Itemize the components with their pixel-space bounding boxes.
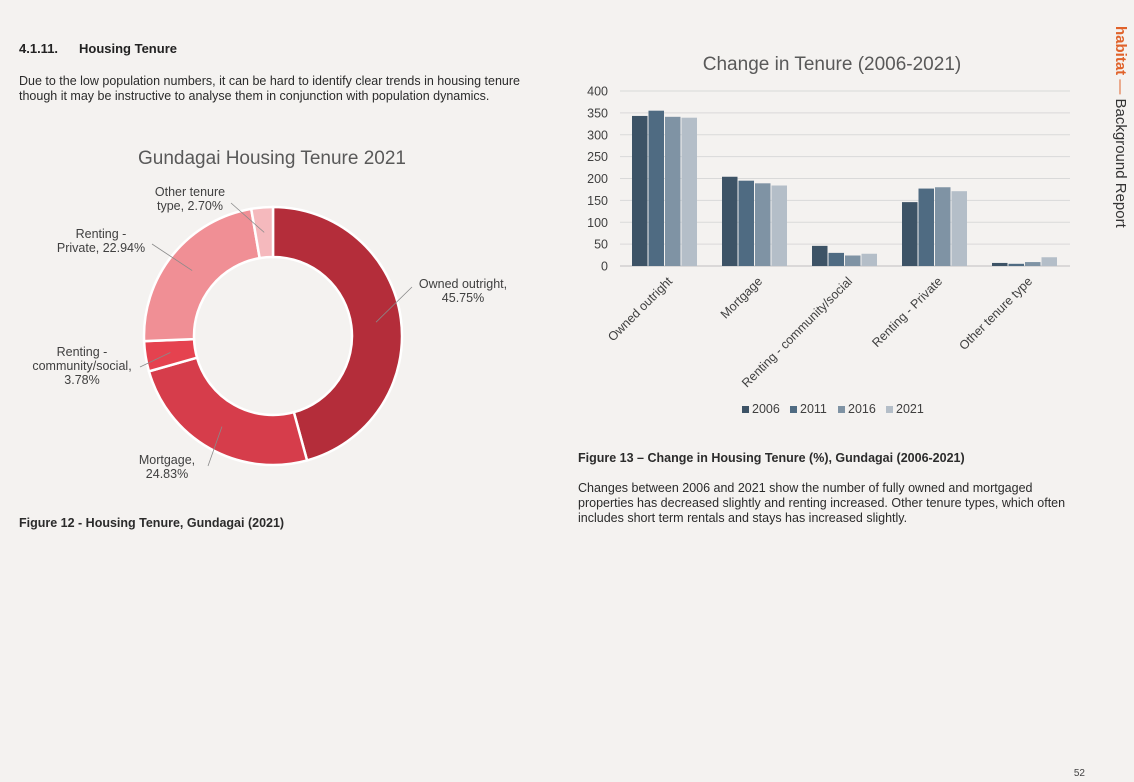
bar-2021-4 xyxy=(1041,257,1057,266)
brand-separator: — xyxy=(1112,79,1129,95)
donut-slice-owned-outright xyxy=(271,205,404,462)
bar-chart-title: Change in Tenure (2006-2021) xyxy=(703,54,961,75)
bar-2006-1 xyxy=(722,176,738,266)
section-number: 4.1.11. xyxy=(19,41,59,56)
tenure-change-bar-chart: Change in Tenure (2006-2021) 0 50 100 150 20… xyxy=(587,54,1070,416)
donut-slice-mortgage xyxy=(147,356,309,467)
y-tick-label: 200 xyxy=(587,172,608,186)
report-title: Background Report xyxy=(1112,98,1129,228)
legend-label-2016: 2016 xyxy=(848,402,876,416)
bar-2016-3 xyxy=(935,187,951,266)
bar-2016-1 xyxy=(755,183,771,266)
bar-2006-3 xyxy=(902,202,918,266)
y-tick-label: 250 xyxy=(587,150,608,164)
legend-label-2006: 2006 xyxy=(752,402,780,416)
bar-2021-3 xyxy=(951,191,967,266)
bar-2011-3 xyxy=(918,188,934,266)
donut-label-renting-community-social: Renting -community/social, 3.78% xyxy=(32,345,131,387)
x-tick-label: Owned outright xyxy=(605,274,675,344)
legend-swatch-2006 xyxy=(742,406,749,413)
figure-12-caption: Figure 12 - Housing Tenure, Gundagai (20… xyxy=(19,516,285,530)
y-tick-label: 0 xyxy=(601,260,608,274)
legend-label-2011: 2011 xyxy=(800,402,827,416)
donut-slice-other-tenure-type xyxy=(249,205,275,260)
section-title: Housing Tenure xyxy=(79,41,177,56)
bar-2021-2 xyxy=(861,253,877,266)
bar-2006-4 xyxy=(992,262,1008,266)
legend-swatch-2021 xyxy=(886,406,893,413)
y-tick-label: 150 xyxy=(587,194,608,208)
bar-2011-2 xyxy=(828,252,844,266)
bar-2016-4 xyxy=(1025,262,1041,266)
y-tick-label: 400 xyxy=(587,85,608,99)
section-heading: 4.1.11. Housing Tenure xyxy=(19,41,177,56)
leader-line-mortgage xyxy=(207,426,223,467)
page-number: 52 xyxy=(1073,768,1085,779)
brand-sidebar: habitat — Background Report xyxy=(1112,26,1129,228)
donut-label-owned-outright: Owned outright, 45.75% xyxy=(419,277,507,305)
figure-13-caption: Figure 13 – Change in Housing Tenure (%)… xyxy=(578,451,965,465)
bar-2006-0 xyxy=(632,115,648,266)
leader-line-other-tenure-type xyxy=(230,202,265,233)
bar-2021-1 xyxy=(771,185,787,266)
y-tick-label: 50 xyxy=(594,238,608,252)
donut-slice-renting-private xyxy=(142,207,262,343)
bar-2011-4 xyxy=(1008,263,1024,266)
intro-paragraph: Due to the low population numbers, it ca… xyxy=(19,74,521,103)
x-tick-label: Mortgage xyxy=(718,274,765,321)
leader-line-owned-outright xyxy=(375,286,413,323)
legend-swatch-2011 xyxy=(790,406,797,413)
y-tick-label: 300 xyxy=(587,128,608,142)
bar-2016-2 xyxy=(845,255,861,266)
brand-name: habitat xyxy=(1112,26,1129,76)
housing-tenure-donut-chart: Gundagai Housing Tenure 2021 Owned outri… xyxy=(32,148,507,481)
donut-label-other-tenure-type: Other tenure type, 2.70% xyxy=(155,185,225,213)
legend-label-2021: 2021 xyxy=(896,402,924,416)
y-tick-label: 350 xyxy=(587,106,608,120)
x-tick-label: Renting - Private xyxy=(869,274,945,350)
leader-line-renting-private xyxy=(151,243,193,271)
bar-2011-1 xyxy=(738,180,754,266)
bar-2006-2 xyxy=(812,245,828,266)
donut-label-renting-private: Renting -Private, 22.94% xyxy=(57,227,145,255)
bar-2011-0 xyxy=(648,110,664,266)
donut-chart-title: Gundagai Housing Tenure 2021 xyxy=(138,148,406,169)
x-tick-label: Other tenure type xyxy=(956,274,1035,353)
bar-2016-0 xyxy=(665,116,681,266)
y-tick-label: 100 xyxy=(587,216,608,230)
legend-swatch-2016 xyxy=(838,406,845,413)
bar-2021-0 xyxy=(681,117,697,266)
donut-label-mortgage: Mortgage, 24.83% xyxy=(139,453,195,481)
figure-13-description: Changes between 2006 and 2021 show the n… xyxy=(578,481,1066,525)
leader-line-renting-community-social xyxy=(139,352,171,368)
